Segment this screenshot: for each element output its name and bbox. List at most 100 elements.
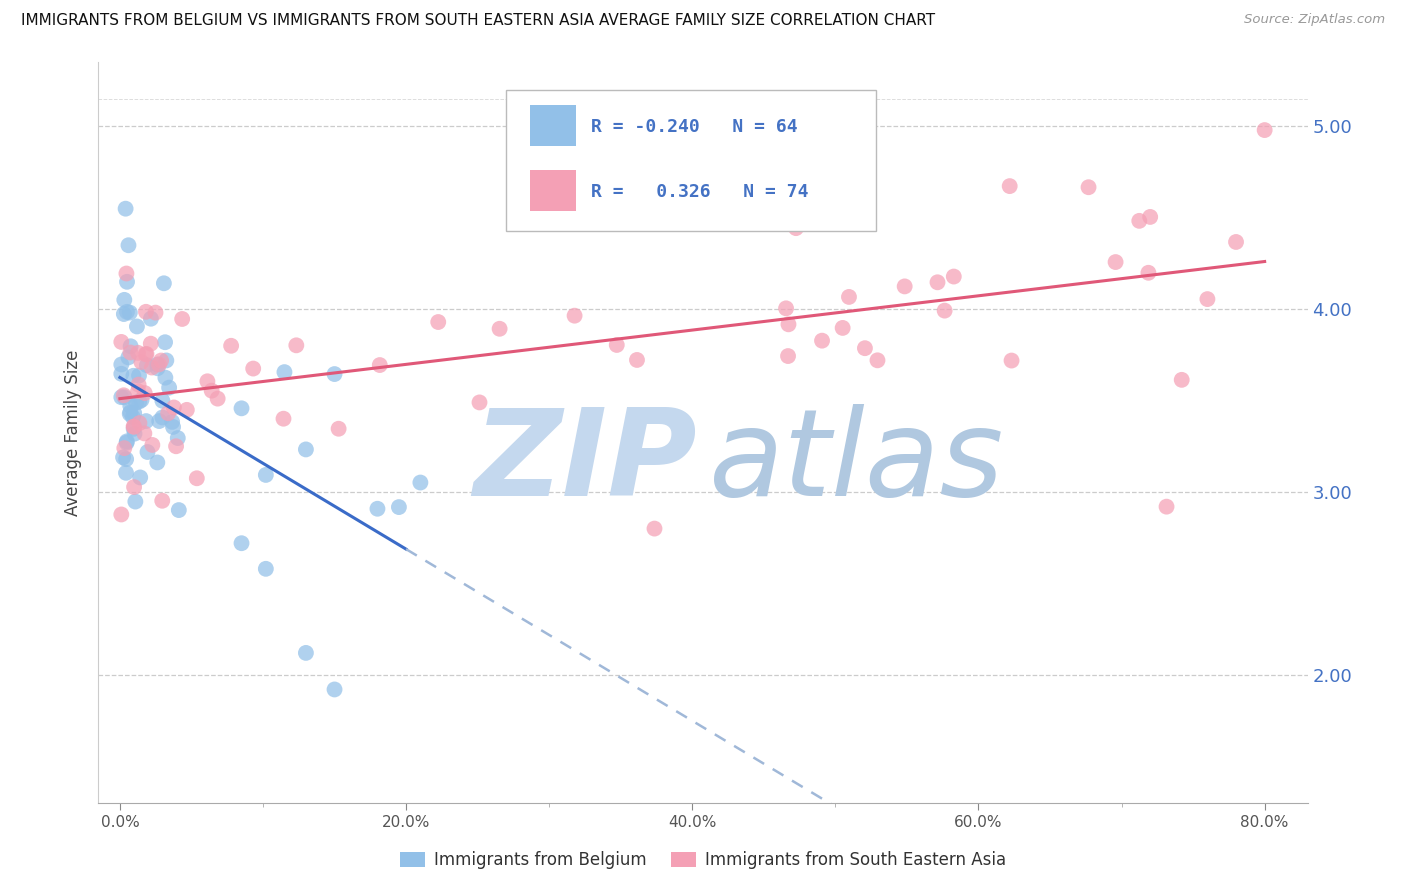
Point [131, 355, 153, 369]
Point [564, 309, 586, 323]
Point [197, 374, 219, 388]
Point [155, 370, 177, 384]
Point [163, 401, 186, 415]
Point [134, 386, 156, 401]
Point [172, 312, 194, 326]
Point [122, 368, 145, 383]
FancyBboxPatch shape [506, 90, 876, 231]
Point [110, 358, 132, 372]
Point [115, 275, 138, 289]
Point [122, 480, 145, 494]
Point [1104, 255, 1126, 269]
Point [141, 438, 163, 452]
Text: IMMIGRANTS FROM BELGIUM VS IMMIGRANTS FROM SOUTH EASTERN ASIA AVERAGE FAMILY SIZ: IMMIGRANTS FROM BELGIUM VS IMMIGRANTS FR… [21, 13, 935, 29]
Point [468, 395, 491, 409]
Point [285, 338, 308, 352]
Point [934, 303, 956, 318]
Point [110, 508, 132, 522]
Point [775, 301, 797, 316]
Point [167, 503, 190, 517]
Point [219, 339, 242, 353]
Point [328, 422, 350, 436]
Point [118, 305, 141, 319]
Point [1253, 123, 1275, 137]
Point [115, 435, 138, 450]
Point [129, 470, 152, 484]
Point [818, 200, 841, 214]
Point [162, 420, 184, 434]
Point [112, 450, 135, 465]
Point [186, 471, 208, 485]
Point [152, 393, 174, 408]
Point [273, 411, 295, 425]
Point [831, 321, 853, 335]
Point [141, 360, 163, 375]
Point [120, 345, 142, 359]
Legend: Immigrants from Belgium, Immigrants from South Eastern Asia: Immigrants from Belgium, Immigrants from… [394, 845, 1012, 876]
Point [231, 401, 253, 416]
Point [118, 407, 141, 421]
Text: ZIP: ZIP [474, 404, 697, 521]
Point [323, 682, 346, 697]
Point [112, 307, 135, 321]
Point [166, 431, 188, 445]
Point [117, 351, 139, 365]
Point [893, 279, 915, 293]
Point [148, 358, 170, 372]
Point [122, 406, 145, 420]
Point [1137, 266, 1160, 280]
Point [110, 367, 132, 381]
Point [128, 394, 150, 409]
Point [866, 353, 889, 368]
Point [115, 452, 138, 467]
Point [128, 377, 150, 392]
Point [254, 562, 277, 576]
Point [134, 426, 156, 441]
Point [388, 500, 411, 514]
Point [124, 494, 146, 508]
Point [785, 221, 807, 235]
Point [135, 347, 157, 361]
Point [155, 353, 177, 368]
Point [139, 336, 162, 351]
Point [201, 384, 224, 398]
Point [146, 361, 169, 376]
Point [122, 419, 145, 434]
Point [127, 384, 149, 399]
Point [153, 277, 176, 291]
Point [323, 367, 346, 381]
Point [1077, 180, 1099, 194]
Point [110, 390, 132, 404]
Point [488, 322, 510, 336]
Point [110, 334, 132, 349]
Point [115, 305, 138, 319]
Point [1197, 292, 1219, 306]
Point [136, 445, 159, 459]
Point [117, 238, 139, 252]
Point [135, 347, 157, 361]
Text: R =   0.326   N = 74: R = 0.326 N = 74 [591, 183, 808, 201]
FancyBboxPatch shape [530, 169, 576, 211]
Point [927, 275, 949, 289]
Point [157, 406, 180, 420]
Point [643, 522, 665, 536]
Point [366, 501, 388, 516]
Point [998, 179, 1021, 194]
Point [128, 416, 150, 430]
Point [124, 426, 146, 441]
Point [1170, 373, 1192, 387]
Point [160, 415, 183, 429]
Point [148, 414, 170, 428]
Point [146, 455, 169, 469]
Point [242, 361, 264, 376]
Point [427, 315, 450, 329]
Point [112, 293, 135, 307]
Text: atlas: atlas [709, 404, 1004, 521]
Point [811, 334, 834, 348]
Point [120, 339, 142, 353]
Point [165, 439, 187, 453]
Point [1000, 353, 1022, 368]
Point [409, 475, 432, 490]
Point [112, 388, 135, 402]
Point [295, 646, 318, 660]
